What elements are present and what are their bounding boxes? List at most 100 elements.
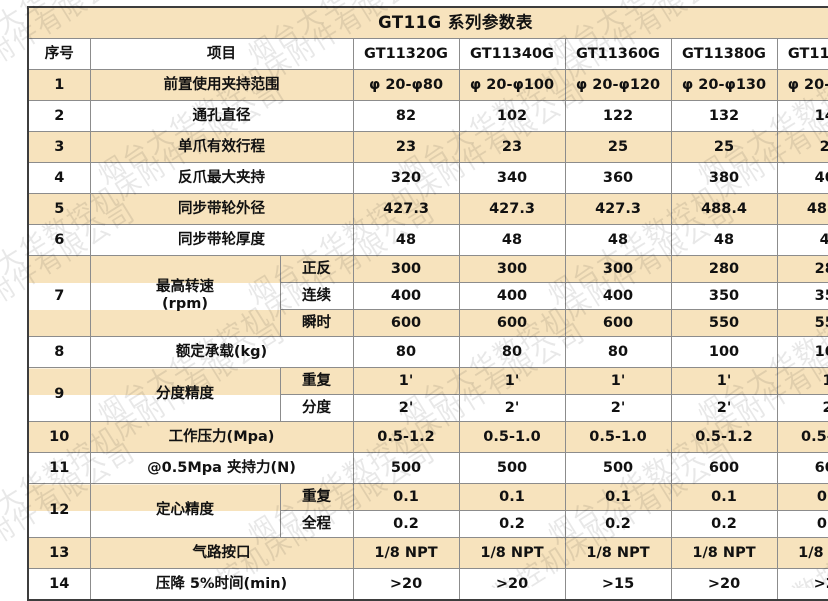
row-value: 1/8 NPT — [458, 537, 566, 569]
table-title-row: GT11G 系列参数表 — [26, 6, 828, 39]
row-value: 122 — [564, 100, 672, 132]
row-value: 1' — [776, 367, 828, 395]
column-header-model: GT11380G — [670, 38, 778, 70]
row-value: 0.2 — [670, 510, 778, 538]
row-value: φ 20-φ140 — [776, 69, 828, 101]
row-value: 1/8 NPT — [564, 537, 672, 569]
row-value: 82 — [352, 100, 460, 132]
row-value: 0.1 — [352, 483, 460, 511]
row-value: 0.1 — [776, 483, 828, 511]
table-row: 2通孔直径82102122132142 — [27, 100, 828, 132]
row-item-label-line1: 定心精度 — [156, 502, 214, 519]
row-subitem-label: 连续 — [279, 282, 354, 310]
table-header-row: 序号 项目 GT11320G GT11340G GT11360G GT11380G GT11… — [27, 38, 828, 70]
row-value: 132 — [670, 100, 778, 132]
column-header-model: GT11320G — [352, 38, 460, 70]
table-row: 4反爪最大夹持320340360380400 — [27, 162, 828, 194]
row-subitem-label: 正反 — [279, 255, 354, 283]
row-subitem-label: 分度 — [279, 394, 354, 422]
row-value: 23 — [458, 131, 566, 163]
row-value: 400 — [458, 282, 566, 310]
row-value: 48 — [670, 224, 778, 256]
row-number: 7 — [27, 255, 91, 337]
row-subitem-label: 重复 — [279, 367, 354, 395]
row-item-label: 额定承载(kg) — [89, 336, 354, 368]
row-value: 100 — [776, 336, 828, 368]
row-value: 1' — [352, 367, 460, 395]
row-value: 0.1 — [670, 483, 778, 511]
row-value: φ 20-φ120 — [564, 69, 672, 101]
row-item-label: 定心精度 — [89, 483, 281, 538]
row-value: 1' — [564, 367, 672, 395]
row-number: 11 — [27, 452, 91, 484]
table-row: 连续400400400350350 — [28, 282, 828, 310]
column-header-item: 项目 — [89, 38, 354, 70]
row-item-label: 同步带轮外径 — [89, 193, 354, 225]
row-value: >20 — [776, 568, 828, 601]
row-value: 500 — [352, 452, 460, 484]
page-title: GT11G 系列参数表 — [26, 6, 828, 39]
row-value: 48 — [458, 224, 566, 256]
row-value: 400 — [564, 282, 672, 310]
row-value: 427.3 — [352, 193, 460, 225]
row-value: >20 — [352, 568, 460, 601]
row-value: 550 — [776, 309, 828, 337]
row-value: 427.3 — [564, 193, 672, 225]
row-value: 488.4 — [670, 193, 778, 225]
row-value: 0.5-1.2 — [670, 421, 778, 453]
row-value: φ 20-φ100 — [458, 69, 566, 101]
row-value: 80 — [352, 336, 460, 368]
row-value: 48 — [776, 224, 828, 256]
row-subitem-label: 全程 — [279, 510, 354, 538]
row-value: 500 — [564, 452, 672, 484]
row-value: 2' — [564, 394, 672, 422]
row-value: >20 — [458, 568, 566, 601]
row-value: 0.2 — [564, 510, 672, 538]
row-value: 1/8 NPT — [670, 537, 778, 569]
row-value: 0.2 — [458, 510, 566, 538]
row-item-label: 最高转速 (rpm) — [89, 255, 281, 337]
row-item-label: 分度精度 — [89, 367, 281, 422]
table-row: 1 前置使用夹持范围 φ 20-φ80 φ 20-φ100 φ 20-φ120 φ 20-… — [27, 69, 828, 101]
row-number: 14 — [27, 568, 91, 601]
row-value: 0.5-1.0 — [564, 421, 672, 453]
row-value: 500 — [458, 452, 566, 484]
row-value: 550 — [670, 309, 778, 337]
row-value: 48 — [352, 224, 460, 256]
row-value: 2' — [352, 394, 460, 422]
row-number: 9 — [27, 367, 91, 422]
row-value: 600 — [776, 452, 828, 484]
row-number: 6 — [27, 224, 91, 256]
row-value: 80 — [458, 336, 566, 368]
row-value: 300 — [564, 255, 672, 283]
row-value: 600 — [564, 309, 672, 337]
table-row: 11@0.5Mpa 夹持力(N)500500500600600 — [27, 452, 828, 484]
row-value: 380 — [670, 162, 778, 194]
row-item-label-line1: 分度精度 — [156, 386, 214, 403]
row-item-label: 前置使用夹持范围 — [89, 69, 354, 101]
row-value: 2' — [458, 394, 566, 422]
row-value: 102 — [458, 100, 566, 132]
row-subitem-label: 重复 — [279, 483, 354, 511]
table-row: 瞬时600600600550550 — [28, 309, 828, 337]
row-number: 13 — [27, 537, 91, 569]
row-value: 488.4 — [776, 193, 828, 225]
row-value: 0.1 — [564, 483, 672, 511]
row-item-label: 反爪最大夹持 — [89, 162, 354, 194]
row-item-label-line2: (rpm) — [162, 296, 208, 312]
row-item-label: 同步带轮厚度 — [89, 224, 354, 256]
table-row: 6同步带轮厚度4848484848 — [27, 224, 828, 256]
row-value: 0.5-1.0 — [458, 421, 566, 453]
row-value: 600 — [458, 309, 566, 337]
row-value: 100 — [670, 336, 778, 368]
row-value: 300 — [352, 255, 460, 283]
row-value: 340 — [458, 162, 566, 194]
row-item-label: 气路按口 — [89, 537, 354, 569]
row-value: 320 — [352, 162, 460, 194]
